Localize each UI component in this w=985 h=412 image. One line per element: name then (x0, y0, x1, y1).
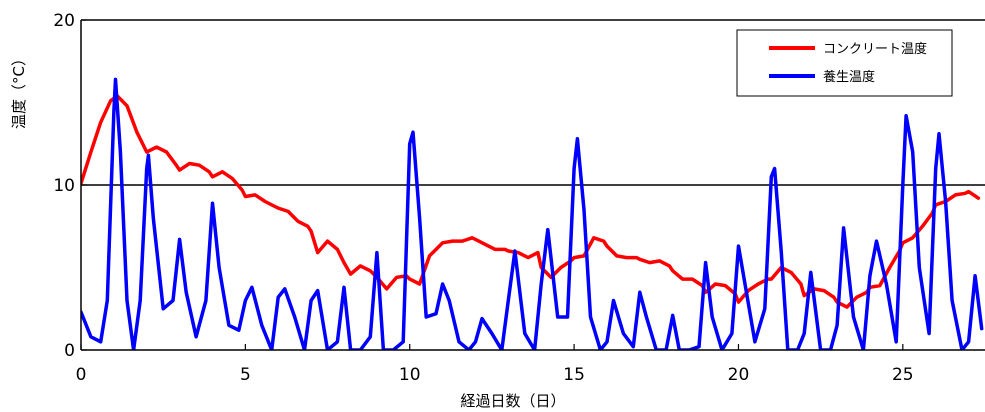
x-tick-label: 20 (728, 365, 750, 385)
x-tick-label: 25 (892, 365, 914, 385)
x-axis-label: 経過日数（日） (460, 392, 565, 410)
legend-label: 養生温度 (823, 69, 875, 85)
x-tick-label: 10 (399, 365, 421, 385)
x-tick-label: 5 (240, 365, 251, 385)
y-axis-label: 温度（°C） (10, 51, 28, 129)
y-tick-label: 20 (53, 11, 75, 31)
legend-box (736, 29, 953, 97)
x-tick-label: 15 (563, 365, 585, 385)
x-tick-label: 0 (76, 365, 87, 385)
legend-label: コンクリート温度 (823, 41, 927, 57)
series-line-1 (81, 94, 981, 309)
y-tick-label: 0 (64, 341, 75, 361)
y-tick-label: 10 (53, 176, 75, 196)
series-line-2 (81, 77, 984, 350)
